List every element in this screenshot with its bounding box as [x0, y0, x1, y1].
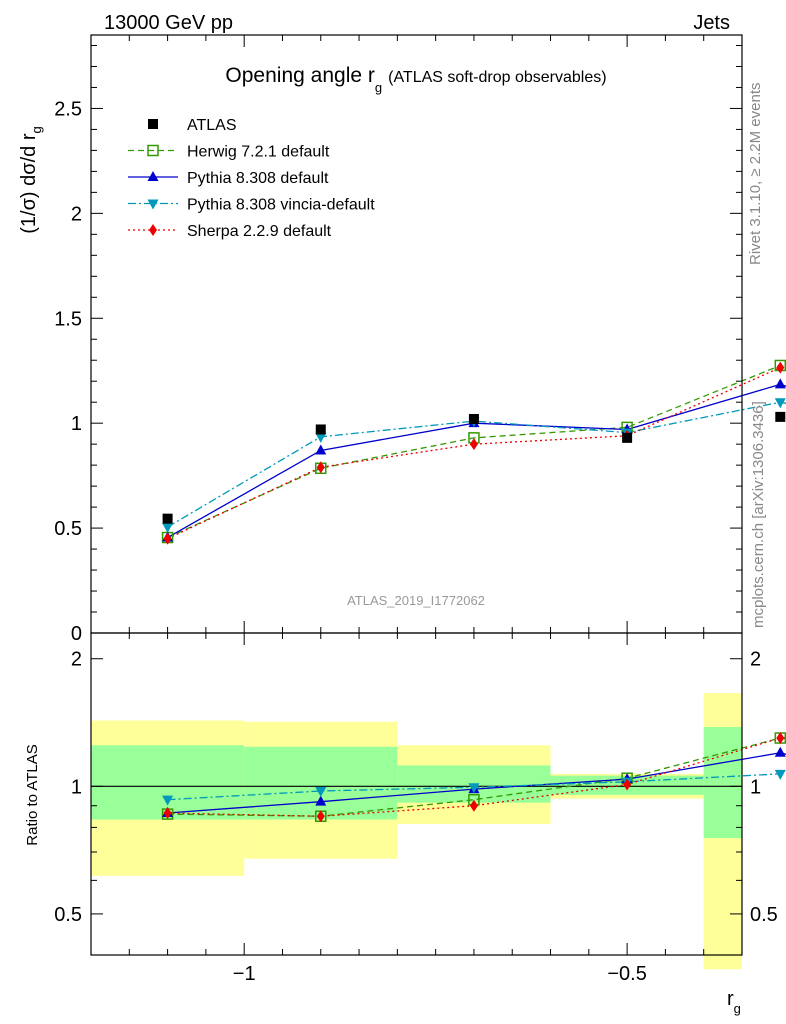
- main-point: [162, 523, 174, 534]
- main-point: [774, 378, 786, 389]
- main-y-tick-label: 0.5: [54, 518, 82, 540]
- main-point: [315, 432, 327, 443]
- main-line-pythia-8-308-vincia-default: [167, 401, 786, 528]
- x-label-main: r: [727, 988, 734, 1010]
- mcplots-text: mcplots.cern.ch [arXiv:1306.3436]: [750, 401, 767, 628]
- ratio-point: [774, 769, 786, 780]
- x-axis-label: rg: [727, 988, 741, 1016]
- legend-marker: [148, 119, 158, 129]
- ratio-y-tick-label-right: 1: [750, 776, 761, 798]
- main-y-tick-label-zero: 0: [71, 623, 82, 645]
- main-point: [776, 361, 785, 374]
- main-line-pythia-8-308-default: [167, 383, 786, 539]
- main-panel: 0.5 1 1.5 2 2.5 0 Opening angle rg (ATLAS soft…: [54, 34, 786, 645]
- main-y-tick-label: 1: [71, 413, 82, 435]
- header-right: Jets: [693, 12, 730, 34]
- ratio-point: [315, 786, 327, 797]
- legend-marker: [149, 224, 157, 236]
- x-label-sub: g: [734, 1001, 741, 1016]
- legend-label: ATLAS: [187, 117, 237, 134]
- legend: ATLAS Herwig 7.2.1 default Pythia 8.308 de…: [128, 117, 375, 240]
- ratio-point: [316, 810, 325, 823]
- ratio-point: [776, 732, 785, 745]
- atlas-data-point: [315, 424, 326, 435]
- ratio-point: [315, 795, 327, 806]
- legend-label: Herwig 7.2.1 default: [187, 144, 330, 161]
- title-note: (ATLAS soft-drop observables): [388, 69, 606, 86]
- ratio-point: [469, 799, 478, 812]
- ratio-point: [163, 807, 172, 820]
- x-tick-label: −1: [233, 963, 256, 985]
- ratio-y-tick-label-left: 1: [71, 776, 82, 798]
- ratio-point: [162, 795, 174, 806]
- ratio-frame: [90, 632, 743, 956]
- rivet-text: Rivet 3.1.10, ≥ 2.2M events: [747, 83, 764, 266]
- ratio-y-tick-label-left: 0.5: [54, 904, 82, 926]
- legend-marker: [147, 171, 159, 181]
- y-label-sub: g: [29, 126, 44, 133]
- ratio-line-pythia-8-308-default: [167, 752, 786, 814]
- main-title: Opening angle rg (ATLAS soft-drop observa…: [225, 64, 606, 95]
- main-point: [316, 461, 325, 474]
- title-sub: g: [375, 80, 382, 95]
- main-point: [163, 532, 172, 545]
- legend-marker: [147, 199, 159, 210]
- ratio-y-tick-label-right: 0.5: [750, 904, 778, 926]
- ratio-y-tick-label-left: 2: [71, 649, 82, 671]
- main-point: [315, 444, 327, 455]
- main-line-sherpa-2-2-9-default: [167, 366, 786, 540]
- header-left: 13000 GeV pp: [104, 12, 233, 34]
- ratio-y-tick-label-right: 2: [750, 649, 761, 671]
- atlas-data-point: [468, 413, 479, 424]
- ratio-point: [623, 778, 632, 791]
- atlas-data-point: [775, 411, 786, 422]
- ratio-panel: 0.5 0.5 1 1 2 2 −1 −0.5: [54, 632, 786, 985]
- title-main: Opening angle r: [225, 64, 374, 87]
- legend-label: Pythia 8.308 vincia-default: [187, 197, 375, 214]
- x-tick-label: −0.5: [607, 963, 646, 985]
- analysis-id: ATLAS_2019_I1772062: [347, 593, 485, 608]
- ratio-point: [468, 783, 480, 794]
- main-y-tick-label: 2.5: [54, 98, 82, 120]
- main-y-tick-label: 2: [71, 203, 82, 225]
- ratio-point: [774, 746, 786, 757]
- main-point: [469, 438, 478, 451]
- atlas-data-point: [162, 513, 173, 524]
- ratio-band-green: [703, 727, 742, 839]
- ratio-band-green: [244, 746, 398, 820]
- y-label-main: (1/σ) dσ/d r: [18, 133, 40, 234]
- atlas-data-point: [622, 432, 633, 443]
- ratio-line-herwig-7-2-1-default: [167, 737, 786, 817]
- ratio-y-label: Ratio to ATLAS: [24, 744, 41, 845]
- legend-label: Pythia 8.308 default: [187, 170, 329, 187]
- legend-label: Sherpa 2.2.9 default: [187, 223, 332, 240]
- main-y-tick-label: 1.5: [54, 308, 82, 330]
- main-point: [774, 398, 786, 409]
- y-axis-label: (1/σ) dσ/d rg: [18, 126, 44, 234]
- legend-marker: [147, 144, 159, 157]
